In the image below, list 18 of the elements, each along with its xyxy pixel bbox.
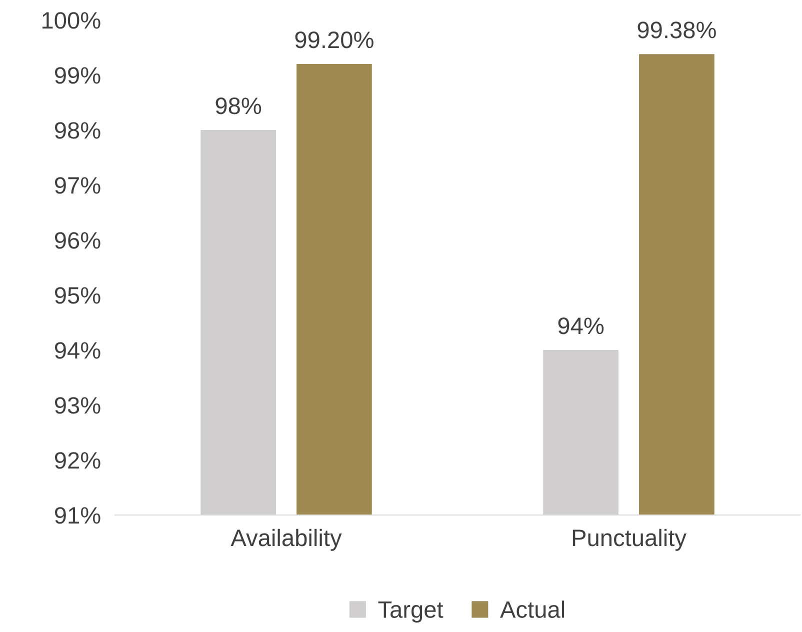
y-tick-label: 98% bbox=[54, 122, 100, 139]
y-tick-label: 99% bbox=[54, 67, 100, 84]
legend-label: Target bbox=[378, 601, 444, 623]
legend-label: Actual bbox=[500, 600, 564, 618]
y-tick-label: 97% bbox=[54, 177, 100, 194]
y-tick-label: 100% bbox=[42, 12, 100, 29]
data-label: 99.20% bbox=[295, 32, 374, 48]
x-tick-label: Punctuality bbox=[572, 528, 686, 551]
y-tick-label: 94% bbox=[54, 342, 100, 359]
data-label: 94% bbox=[558, 318, 604, 334]
y-tick-label: 95% bbox=[54, 287, 100, 304]
x-tick-label: Availability bbox=[230, 528, 342, 551]
y-tick-label: 96% bbox=[54, 232, 100, 249]
data-label: 98% bbox=[216, 98, 262, 114]
data-label: 99.38% bbox=[638, 22, 716, 38]
y-tick-label: 93% bbox=[54, 397, 100, 414]
y-tick-label: 92% bbox=[54, 452, 100, 469]
y-tick-label: 91% bbox=[54, 507, 100, 524]
